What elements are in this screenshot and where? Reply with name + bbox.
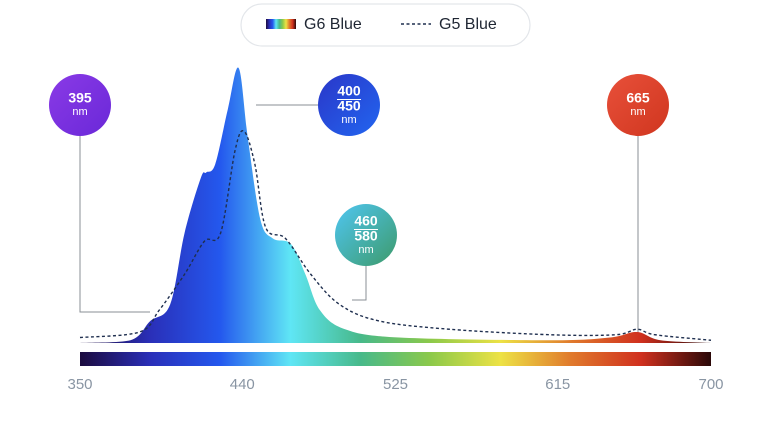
x-tick-label: 615 bbox=[545, 376, 570, 393]
callout-unit: nm bbox=[72, 106, 87, 118]
callout-circle bbox=[607, 74, 669, 136]
callout-circle bbox=[318, 74, 380, 136]
legend-swatch bbox=[266, 19, 296, 29]
callout-circle bbox=[335, 204, 397, 266]
callout-value: 580 bbox=[354, 228, 378, 244]
callout-value: 395 bbox=[68, 90, 92, 106]
callout-value: 450 bbox=[337, 98, 361, 114]
x-tick-label: 350 bbox=[67, 376, 92, 393]
legend-label: G5 Blue bbox=[439, 16, 497, 33]
leader-line bbox=[352, 266, 367, 301]
callout-unit: nm bbox=[341, 114, 356, 126]
x-tick-label: 525 bbox=[383, 376, 408, 393]
spectrum-line bbox=[79, 130, 712, 341]
callout-circle bbox=[49, 74, 111, 136]
callout-value: 400 bbox=[337, 83, 361, 99]
legend-label: G6 Blue bbox=[304, 16, 362, 33]
spectrum-bar bbox=[80, 352, 711, 366]
callout-value: 665 bbox=[626, 90, 650, 106]
callout-unit: nm bbox=[358, 244, 373, 256]
x-tick-label: 700 bbox=[698, 376, 723, 393]
legend-box bbox=[240, 3, 531, 47]
leader-line bbox=[79, 136, 150, 313]
callout-value: 460 bbox=[354, 213, 378, 229]
callout-unit: nm bbox=[630, 106, 645, 118]
x-tick-label: 440 bbox=[230, 376, 255, 393]
spectrum-area bbox=[80, 67, 711, 343]
